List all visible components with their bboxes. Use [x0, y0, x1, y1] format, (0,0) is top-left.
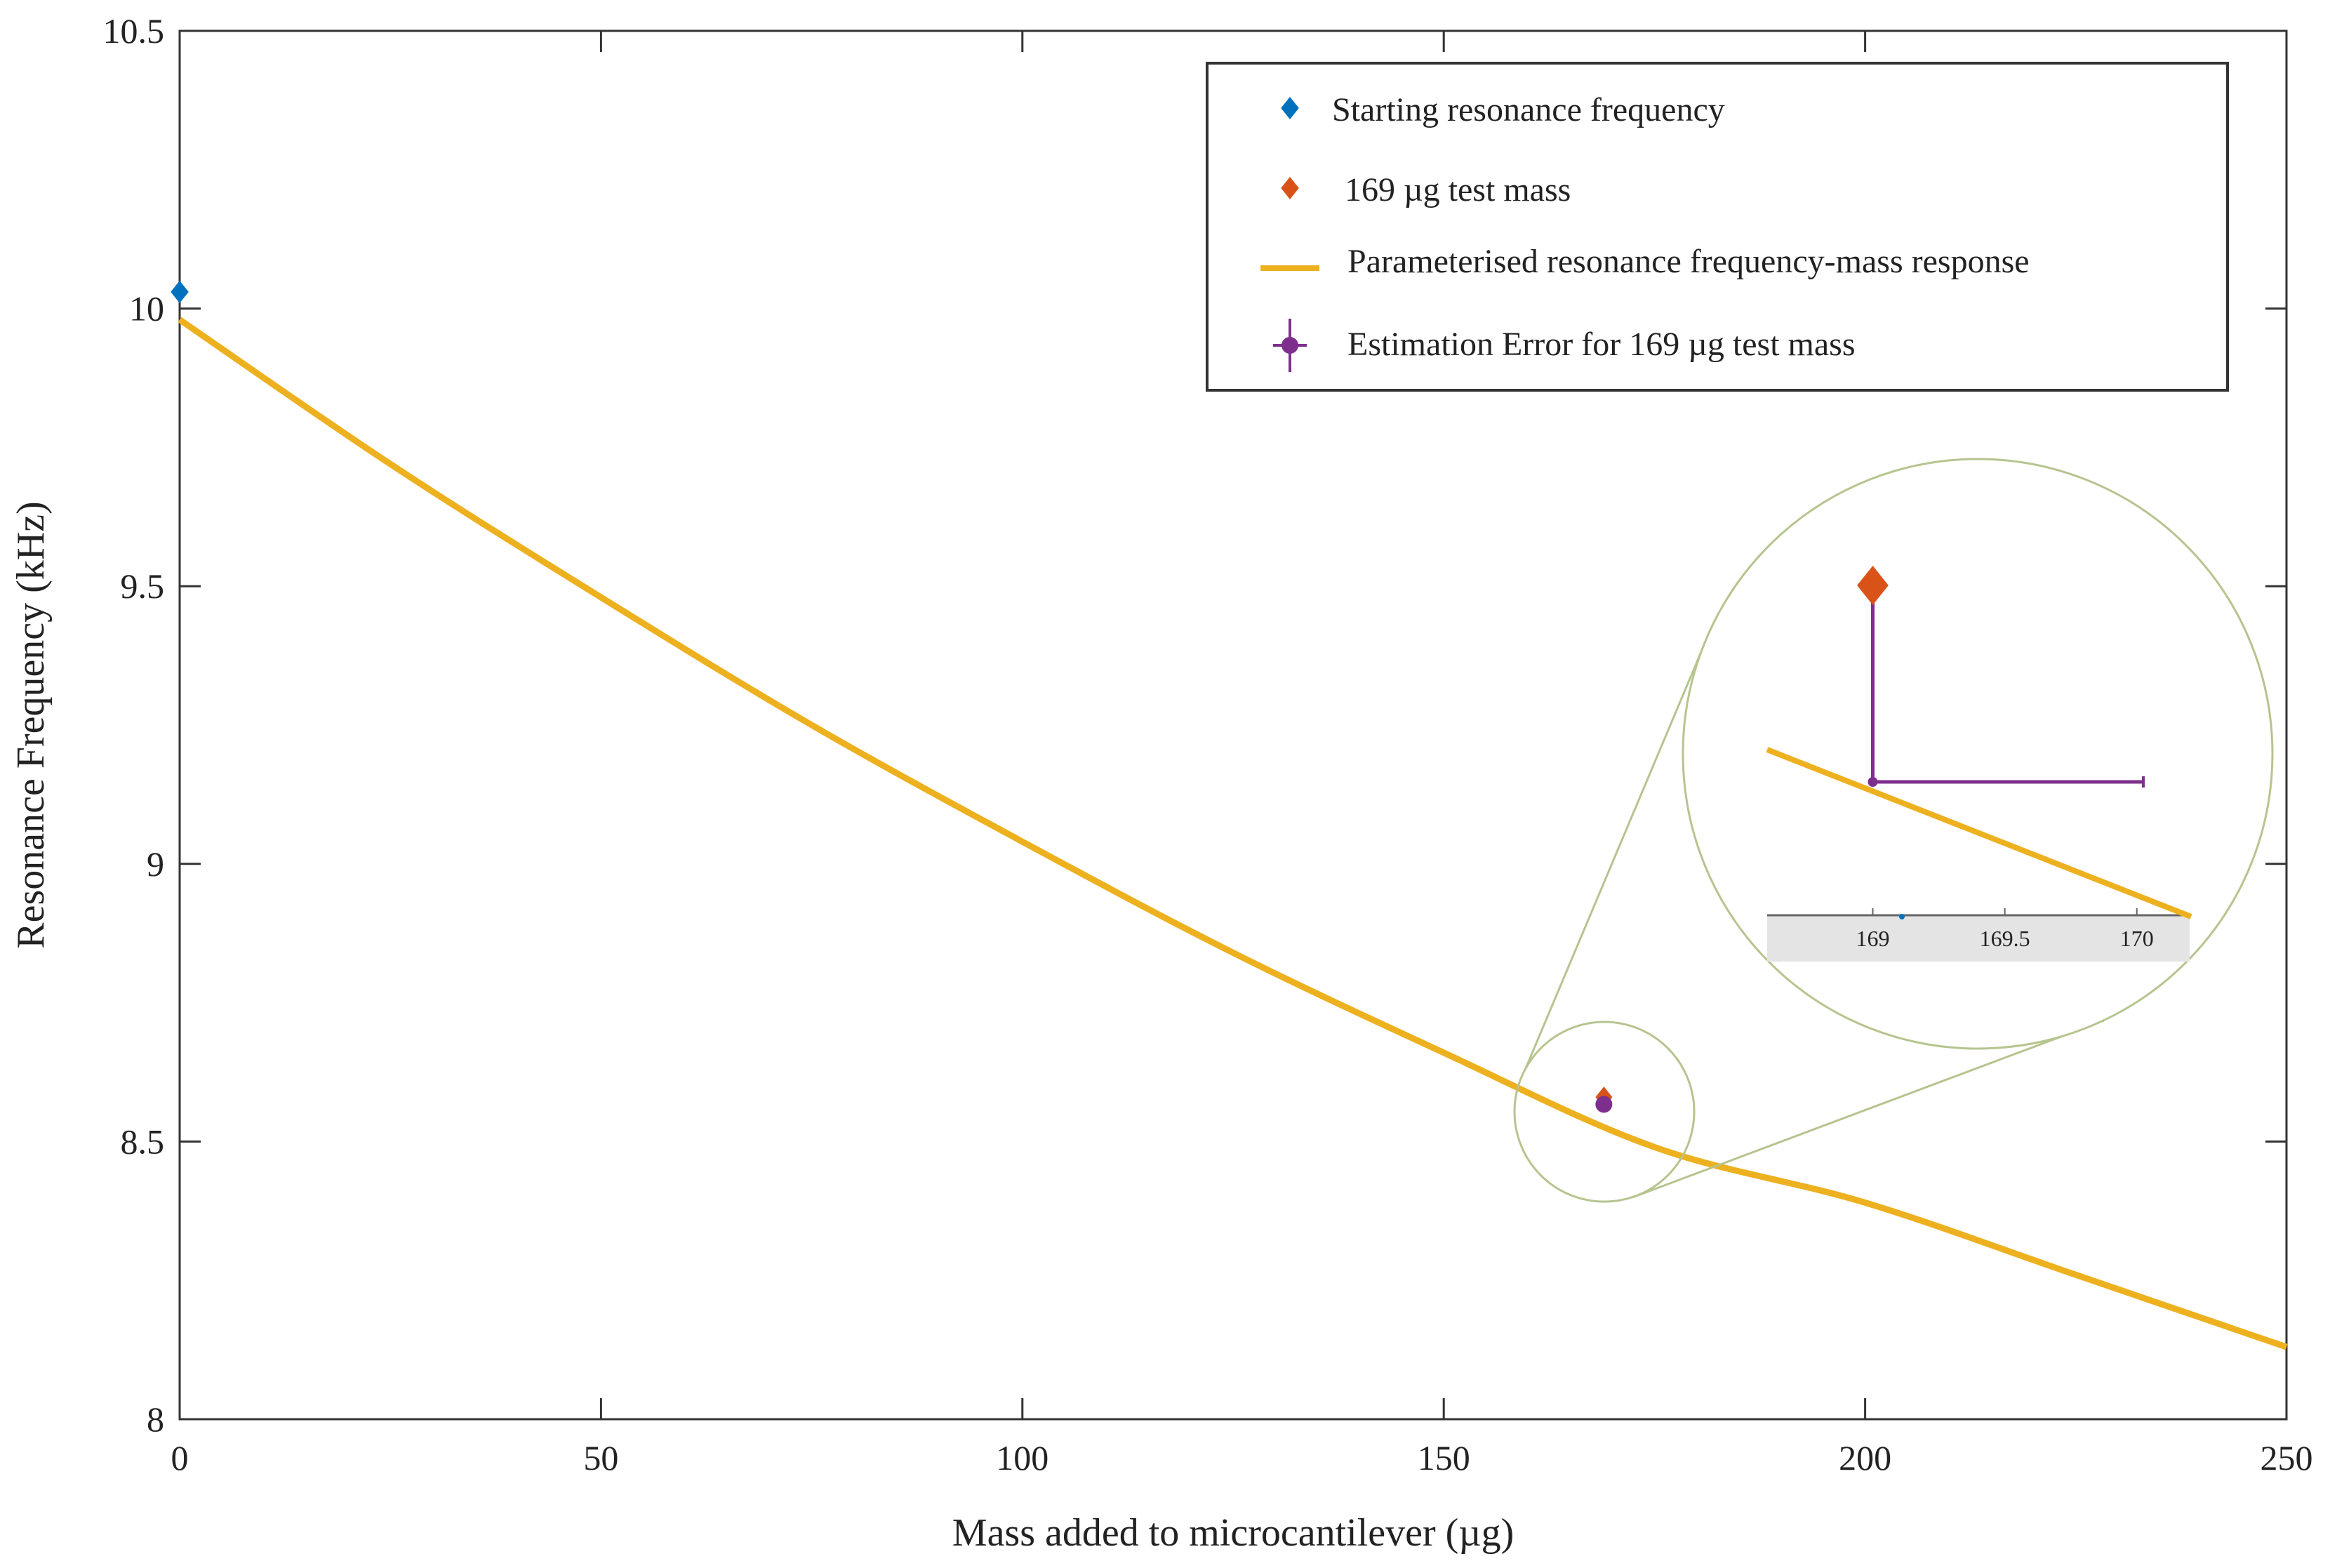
response-curve-line	[178, 317, 2288, 1350]
x-tick-label: 0	[171, 1438, 189, 1477]
inset-x-tick-label: 169.5	[1980, 926, 2030, 951]
y-tick-label: 9	[147, 844, 164, 884]
legend-box	[1206, 62, 2229, 392]
y-tick-label: 8.5	[121, 1122, 165, 1161]
legend-marker-1	[1281, 177, 1299, 199]
x-tick-label: 100	[996, 1438, 1048, 1477]
legend-marker-0	[1281, 97, 1299, 119]
zoom-source-circle	[1513, 1021, 1696, 1203]
x-tick-label: 150	[1418, 1438, 1470, 1477]
plot-frame	[178, 29, 2288, 1421]
y-tick-label: 10	[129, 289, 164, 328]
inset-x-tick-label: 169	[1856, 926, 1890, 951]
zoom-connector-lower	[1632, 1019, 2105, 1199]
inset-response-curve	[1766, 747, 2192, 919]
y-axis-title: Resonance Frequency (kHz)	[9, 501, 53, 949]
estimation-error-marker	[1595, 1096, 1613, 1113]
legend-label-3: Estimation Error for 169 µg test mass	[1347, 326, 1856, 363]
legend-marker-3	[1282, 337, 1298, 354]
y-tick-label: 10.5	[103, 11, 165, 51]
x-tick-label: 200	[1839, 1438, 1891, 1477]
inset-axis-band	[1767, 915, 2190, 962]
zoom-inset-group: 169 169.5 170	[1682, 458, 2274, 1050]
y-tick-label: 9.5	[121, 566, 165, 606]
zoom-inset-circle	[1682, 458, 2274, 1050]
inset-x-tick-label: 170	[2120, 926, 2154, 951]
inset-error-center	[1868, 777, 1878, 787]
y-tick-label: 8	[147, 1400, 164, 1439]
legend-label-0: Starting resonance frequency	[1332, 91, 1725, 128]
x-axis-title: Mass added to microcantilever (µg)	[952, 1511, 1514, 1555]
x-tick-label: 250	[2261, 1438, 2313, 1477]
zoom-connector-upper	[1524, 648, 1704, 1069]
legend-label-2: Parameterised resonance frequency-mass r…	[1347, 243, 2030, 280]
x-tick-label: 50	[583, 1438, 618, 1477]
inset-test-mass-marker	[1857, 566, 1889, 605]
starting-frequency-marker	[171, 280, 189, 303]
legend-label-1: 169 µg test mass	[1345, 171, 1571, 208]
inset-axis-dot	[1899, 914, 1905, 919]
